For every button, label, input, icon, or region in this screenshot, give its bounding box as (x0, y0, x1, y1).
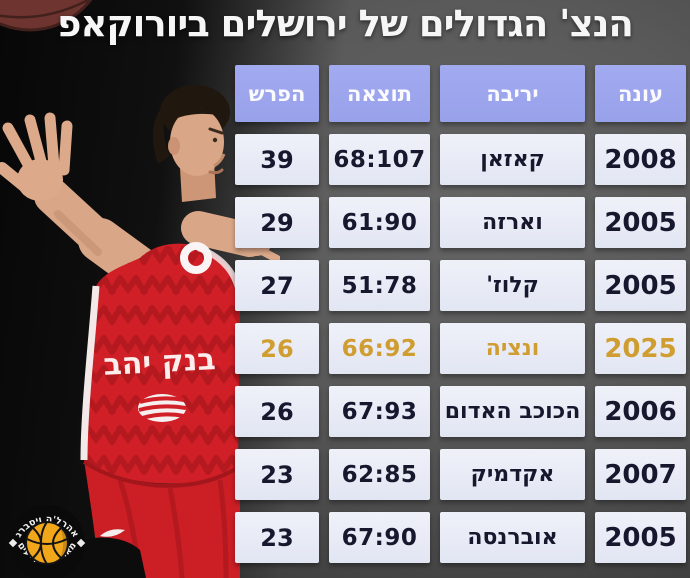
opponent-cell: אקדמיק (440, 449, 585, 500)
margin-cell: 39 (235, 134, 319, 185)
results-table: עונה יריבה תוצאה הפרש 2008 קאזאן 68:107 … (234, 65, 686, 563)
jersey-logo (138, 394, 187, 422)
margin-cell: 26 (235, 323, 319, 374)
result-cell: 67:90 (329, 512, 430, 563)
margin-cell: 29 (235, 197, 319, 248)
opponent-cell: קלוז' (440, 260, 585, 311)
creator-badge: אהרל'ה ויסברג מאחורי הקלעים (8, 505, 86, 578)
result-cell: 51:78 (329, 260, 430, 311)
season-cell: 2025 (595, 323, 686, 374)
opponent-cell: הכוכב האדום (440, 386, 585, 437)
season-cell: 2007 (595, 449, 686, 500)
result-cell: 66:92 (329, 323, 430, 374)
margin-cell: 23 (235, 512, 319, 563)
result-cell: 61:90 (329, 197, 430, 248)
opponent-cell: ונציה (440, 323, 585, 374)
jersey-sponsor-text: בנק יהב (103, 342, 217, 383)
season-cell: 2005 (595, 197, 686, 248)
header-opponent: יריבה (440, 65, 585, 122)
margin-cell: 26 (235, 386, 319, 437)
header-season: עונה (595, 65, 686, 122)
opponent-cell: אוברנסה (440, 512, 585, 563)
player-near-arm (0, 112, 174, 300)
opponent-cell: קאזאן (440, 134, 585, 185)
player-jersey: בנק יהב (80, 242, 243, 484)
season-cell: 2005 (595, 512, 686, 563)
header-margin: הפרש (235, 65, 319, 122)
jersey-number (180, 242, 212, 274)
margin-cell: 23 (235, 449, 319, 500)
shorts-swoosh-icon (100, 529, 125, 537)
result-cell: 67:93 (329, 386, 430, 437)
result-cell: 62:85 (329, 449, 430, 500)
season-cell: 2005 (595, 260, 686, 311)
page-title: הנצ' הגדולים של ירושלים ביורוקאפ (57, 2, 634, 45)
player-head (153, 85, 230, 202)
header-result: תוצאה (329, 65, 430, 122)
margin-cell: 27 (235, 260, 319, 311)
opponent-cell: וארזה (440, 197, 585, 248)
season-cell: 2008 (595, 134, 686, 185)
season-cell: 2006 (595, 386, 686, 437)
player-photo: בנק יהב (0, 0, 280, 578)
basketball-icon (0, 0, 93, 32)
result-cell: 68:107 (329, 134, 430, 185)
badge-basketball-icon (25, 521, 69, 565)
